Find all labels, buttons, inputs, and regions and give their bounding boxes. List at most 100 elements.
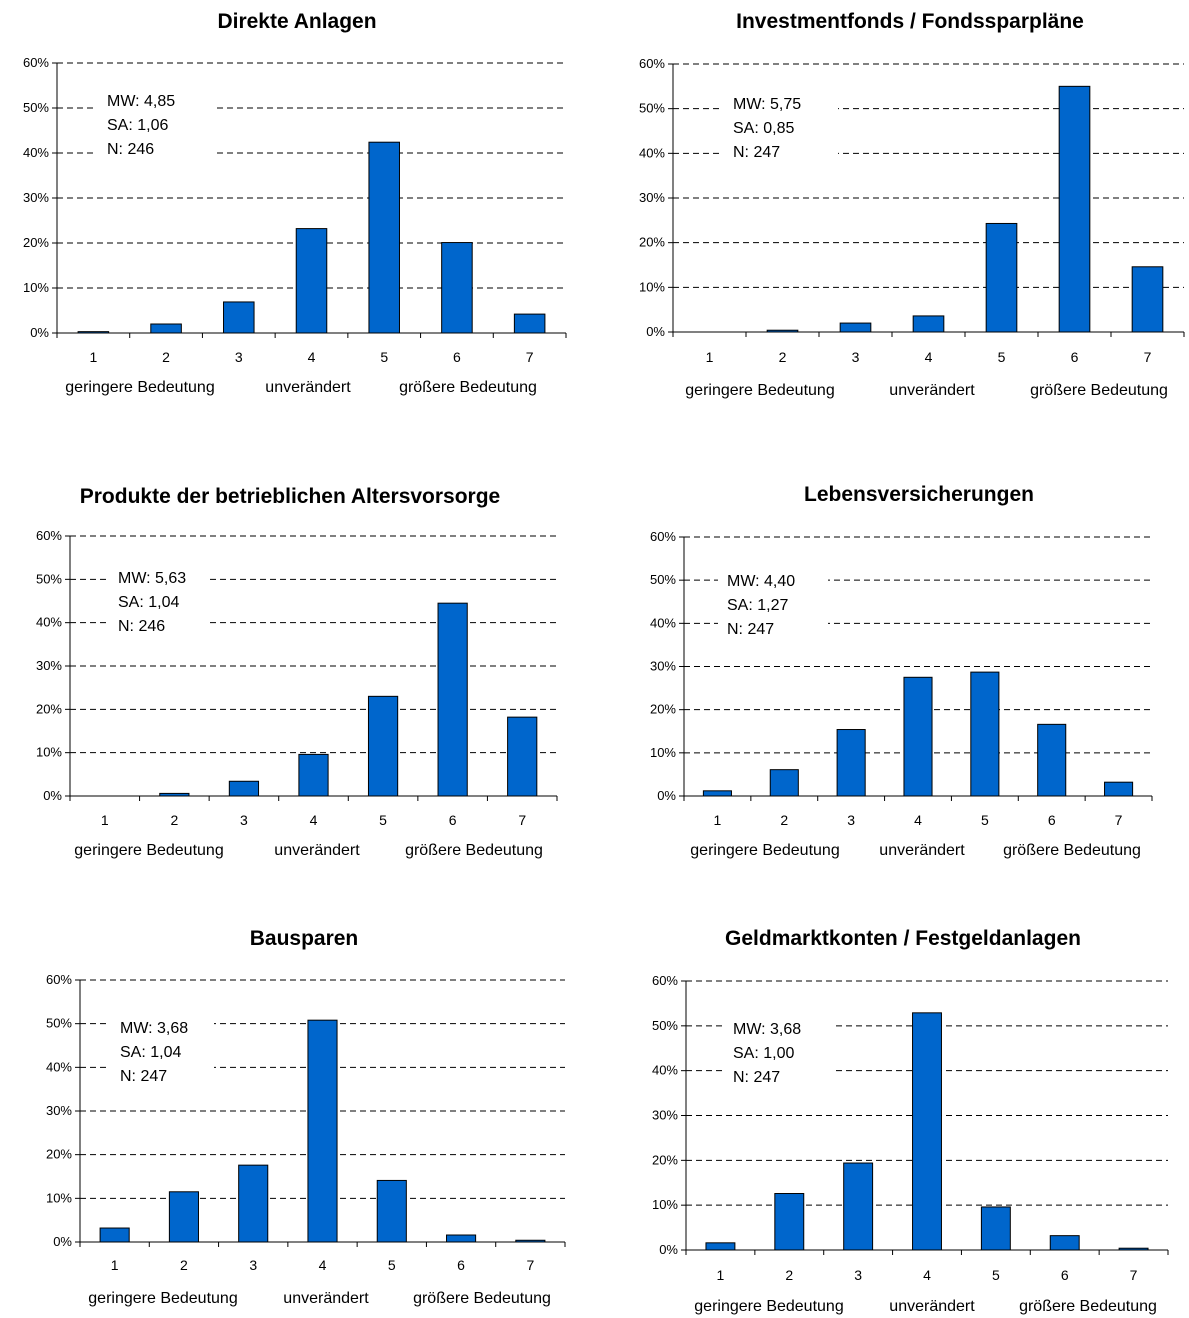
bar (766, 329, 799, 333)
bar (513, 313, 546, 334)
x-tick-label: 5 (388, 1257, 396, 1273)
bar (238, 1164, 269, 1243)
bar (1118, 1247, 1149, 1251)
x-tick-label: 5 (998, 349, 1006, 365)
scale-label: unverändert (889, 1298, 975, 1315)
scale-label: geringere Bedeutung (690, 842, 839, 859)
chart-title: Lebensversicherungen (804, 483, 1034, 506)
x-tick-label: 3 (235, 349, 243, 365)
x-tick-label: 4 (914, 812, 922, 828)
x-tick-label: 3 (854, 1267, 862, 1283)
y-tick-label: 0% (657, 788, 676, 803)
y-tick-label: 40% (23, 145, 49, 160)
x-tick-label: 5 (380, 349, 388, 365)
bar (970, 671, 1000, 797)
stats-line: MW: 4,40 (727, 573, 795, 590)
x-tick-label: 1 (717, 1267, 725, 1283)
x-tick-label: 4 (925, 349, 933, 365)
bar (839, 322, 872, 333)
bar (1104, 781, 1134, 797)
x-tick-label: 1 (101, 812, 109, 828)
stats-line: MW: 5,63 (118, 570, 186, 587)
y-tick-label: 0% (30, 325, 49, 340)
bar (168, 1191, 199, 1243)
bar (515, 1239, 546, 1243)
x-tick-label: 2 (785, 1267, 793, 1283)
x-tick-label: 7 (1130, 1267, 1138, 1283)
stats-box (722, 87, 838, 165)
bar (159, 792, 190, 797)
chart-panel-3: Produkte der betrieblichen Altersvorsorg… (36, 485, 558, 859)
y-tick-label: 20% (23, 235, 49, 250)
bar (507, 716, 538, 797)
bar (1037, 723, 1067, 797)
scale-label: geringere Bedeutung (74, 842, 223, 859)
stats-line: SA: 0,85 (733, 120, 794, 137)
y-tick-label: 40% (36, 615, 62, 630)
x-tick-label: 1 (706, 349, 714, 365)
x-tick-label: 4 (308, 349, 316, 365)
y-tick-label: 0% (646, 324, 665, 339)
stats-line: SA: 1,06 (107, 117, 168, 134)
stats-box (110, 1012, 214, 1088)
y-tick-label: 10% (46, 1190, 72, 1205)
y-tick-label: 0% (43, 788, 62, 803)
bar (705, 1242, 736, 1251)
stats-box (723, 1012, 833, 1088)
x-tick-label: 6 (453, 349, 461, 365)
x-tick-label: 5 (379, 812, 387, 828)
y-tick-label: 40% (650, 615, 676, 630)
y-tick-label: 60% (36, 528, 62, 543)
y-tick-label: 50% (46, 1016, 72, 1031)
chart-panel-6: Geldmarktkonten / Festgeldanlagen 0% 10% 20… (652, 927, 1169, 1315)
y-tick-label: 50% (650, 572, 676, 587)
bar (774, 1193, 805, 1251)
chart-panel-5: Bausparen 0% 10% 20% 30% 40% 50% 60% MW: 3,68 SA:… (46, 927, 566, 1307)
x-tick-label: 1 (89, 349, 97, 365)
stats-line: SA: 1,27 (727, 597, 788, 614)
scale-label: geringere Bedeutung (694, 1298, 843, 1315)
scale-label: größere Bedeutung (1003, 842, 1141, 859)
scale-label: größere Bedeutung (405, 842, 543, 859)
stats-line: N: 246 (118, 618, 165, 635)
y-tick-label: 40% (639, 145, 665, 160)
bar (1131, 266, 1164, 333)
scale-label: unverändert (889, 382, 975, 399)
x-tick-label: 2 (779, 349, 787, 365)
bar (1049, 1235, 1080, 1251)
bar (903, 676, 933, 797)
bar (1058, 85, 1091, 333)
y-tick-label: 60% (650, 529, 676, 544)
bar (368, 141, 400, 334)
y-tick-label: 50% (36, 571, 62, 586)
scale-label: geringere Bedeutung (685, 382, 834, 399)
bar (367, 695, 399, 797)
bar (836, 729, 866, 797)
x-tick-label: 3 (852, 349, 860, 365)
y-tick-label: 0% (53, 1234, 72, 1249)
stats-line: MW: 3,68 (733, 1021, 801, 1038)
x-tick-label: 7 (1144, 349, 1152, 365)
chart-title: Geldmarktkonten / Festgeldanlagen (725, 927, 1081, 950)
scale-label: größere Bedeutung (1030, 382, 1168, 399)
x-tick-label: 1 (714, 812, 722, 828)
x-tick-label: 2 (780, 812, 788, 828)
x-tick-label: 3 (847, 812, 855, 828)
y-tick-label: 10% (639, 279, 665, 294)
y-tick-label: 30% (46, 1103, 72, 1118)
x-tick-label: 2 (180, 1257, 188, 1273)
scale-label: unverändert (265, 379, 351, 396)
stats-box (97, 85, 215, 163)
x-tick-label: 3 (249, 1257, 257, 1273)
x-tick-label: 6 (1048, 812, 1056, 828)
bar (441, 242, 473, 334)
y-tick-label: 40% (652, 1063, 678, 1078)
y-tick-label: 20% (652, 1152, 678, 1167)
stats-box (108, 562, 210, 638)
bar (223, 301, 255, 334)
chart-title: Bausparen (250, 927, 359, 950)
y-tick-label: 20% (639, 235, 665, 250)
y-tick-label: 30% (36, 658, 62, 673)
x-tick-label: 3 (240, 812, 248, 828)
